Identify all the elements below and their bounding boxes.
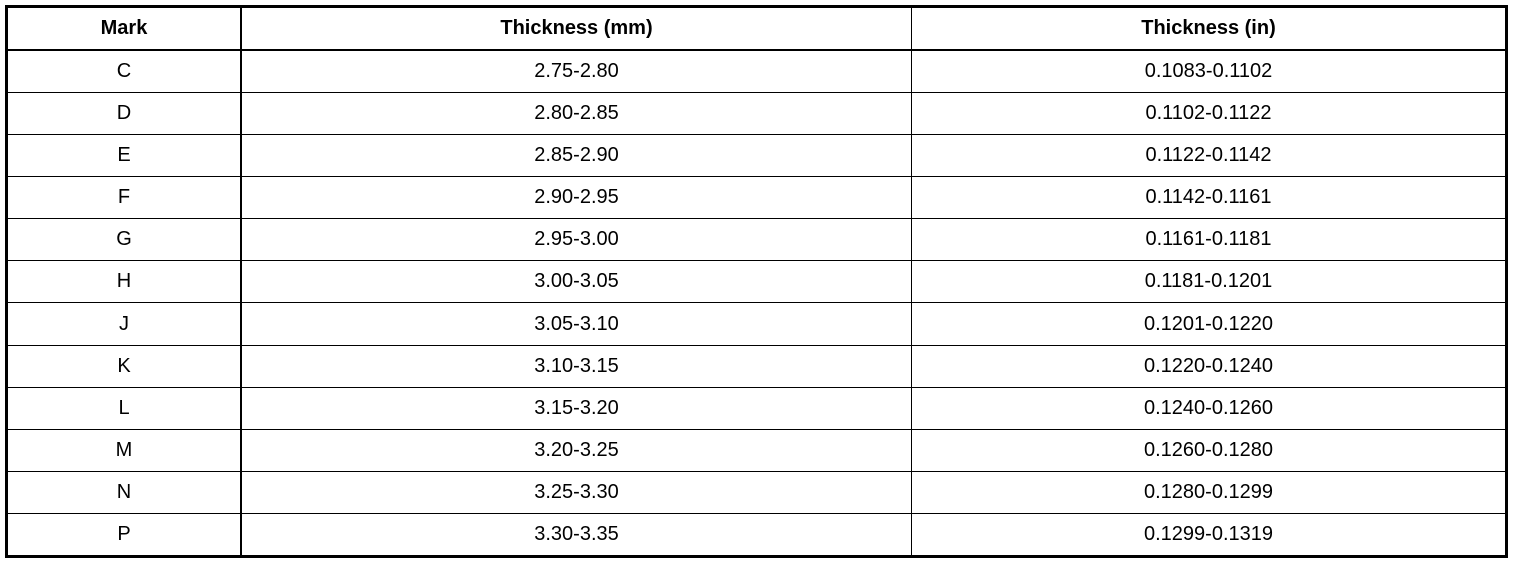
thickness-in-cell: 0.1220-0.1240: [911, 344, 1507, 388]
table-body: C 2.75-2.80 0.1083-0.1102 D 2.80-2.85 0.1102-…: [6, 49, 1507, 558]
thickness-in-cell: 0.1142-0.1161: [911, 176, 1507, 220]
mark-cell: P: [6, 512, 242, 558]
table-row: L 3.15-3.20 0.1240-0.1260: [6, 386, 1507, 430]
thickness-in-cell: 0.1161-0.1181: [911, 218, 1507, 262]
table-row: P 3.30-3.35 0.1299-0.1319: [6, 512, 1507, 558]
thickness-mm-cell: 2.85-2.90: [240, 134, 912, 178]
header-row: Mark Thickness (mm) Thickness (in): [6, 6, 1507, 51]
mark-cell: D: [6, 92, 242, 136]
table-row: J 3.05-3.10 0.1201-0.1220: [6, 302, 1507, 346]
header-thickness-mm: Thickness (mm): [240, 6, 912, 51]
thickness-mm-cell: 2.90-2.95: [240, 176, 912, 220]
mark-cell: K: [6, 344, 242, 388]
thickness-in-cell: 0.1102-0.1122: [911, 92, 1507, 136]
mark-cell: L: [6, 386, 242, 430]
thickness-in-cell: 0.1122-0.1142: [911, 134, 1507, 178]
mark-cell: G: [6, 218, 242, 262]
table-row: C 2.75-2.80 0.1083-0.1102: [6, 49, 1507, 94]
thickness-mm-cell: 2.80-2.85: [240, 92, 912, 136]
mark-cell: H: [6, 260, 242, 304]
table-row: E 2.85-2.90 0.1122-0.1142: [6, 134, 1507, 178]
mark-cell: N: [6, 470, 242, 514]
table-row: N 3.25-3.30 0.1280-0.1299: [6, 470, 1507, 514]
thickness-mm-cell: 3.25-3.30: [240, 470, 912, 514]
mark-cell: F: [6, 176, 242, 220]
thickness-in-cell: 0.1083-0.1102: [911, 49, 1507, 94]
table-row: D 2.80-2.85 0.1102-0.1122: [6, 92, 1507, 136]
thickness-mm-cell: 3.15-3.20: [240, 386, 912, 430]
header-mark: Mark: [6, 6, 242, 51]
thickness-mm-cell: 3.20-3.25: [240, 428, 912, 472]
thickness-in-cell: 0.1260-0.1280: [911, 428, 1507, 472]
thickness-mm-cell: 3.30-3.35: [240, 512, 912, 558]
table-row: F 2.90-2.95 0.1142-0.1161: [6, 176, 1507, 220]
thickness-mm-cell: 3.05-3.10: [240, 302, 912, 346]
table-row: G 2.95-3.00 0.1161-0.1181: [6, 218, 1507, 262]
thickness-table: Mark Thickness (mm) Thickness (in) C 2.75…: [5, 5, 1508, 558]
thickness-in-cell: 0.1181-0.1201: [911, 260, 1507, 304]
thickness-mm-cell: 3.00-3.05: [240, 260, 912, 304]
thickness-mm-cell: 3.10-3.15: [240, 344, 912, 388]
table-row: K 3.10-3.15 0.1220-0.1240: [6, 344, 1507, 388]
header-thickness-in: Thickness (in): [911, 6, 1507, 51]
mark-cell: J: [6, 302, 242, 346]
mark-cell: C: [6, 49, 242, 94]
thickness-in-cell: 0.1280-0.1299: [911, 470, 1507, 514]
table-row: H 3.00-3.05 0.1181-0.1201: [6, 260, 1507, 304]
table-row: M 3.20-3.25 0.1260-0.1280: [6, 428, 1507, 472]
mark-cell: E: [6, 134, 242, 178]
thickness-in-cell: 0.1201-0.1220: [911, 302, 1507, 346]
thickness-mm-cell: 2.95-3.00: [240, 218, 912, 262]
thickness-in-cell: 0.1299-0.1319: [911, 512, 1507, 558]
thickness-mm-cell: 2.75-2.80: [240, 49, 912, 94]
thickness-in-cell: 0.1240-0.1260: [911, 386, 1507, 430]
mark-cell: M: [6, 428, 242, 472]
